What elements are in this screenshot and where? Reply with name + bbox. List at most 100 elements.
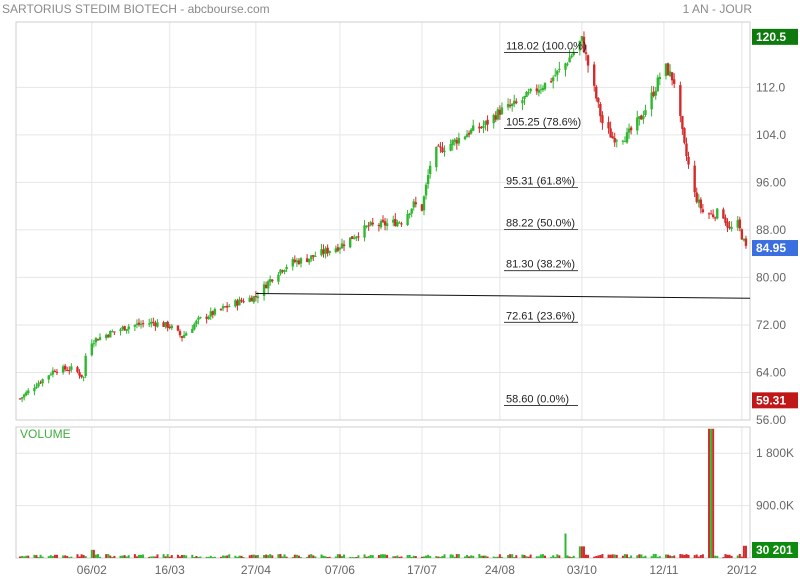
volume-bar	[47, 556, 50, 558]
candle-body	[449, 144, 452, 151]
volume-bar	[107, 554, 110, 558]
candle	[184, 331, 188, 336]
volume-bar	[265, 554, 268, 558]
volume-bar	[630, 555, 633, 558]
candle-body	[381, 219, 385, 222]
candle-body	[428, 165, 432, 174]
candle	[266, 279, 270, 294]
volume-bar	[556, 554, 559, 558]
candle	[455, 137, 459, 150]
candle-body	[61, 366, 65, 373]
candle-body	[426, 175, 430, 185]
volume-bar	[123, 555, 126, 558]
candle	[564, 62, 567, 77]
candle-body	[221, 306, 225, 309]
volume-bar	[593, 556, 596, 558]
x-tick-label: 06/02	[77, 563, 107, 577]
volume-bar	[49, 555, 52, 558]
volume-bar	[367, 556, 370, 558]
candle	[37, 380, 40, 388]
candle-body	[623, 141, 627, 143]
candle-body	[640, 115, 643, 120]
candle-body	[513, 100, 516, 105]
volume-bar	[119, 555, 122, 558]
candle	[730, 221, 733, 232]
fib-label: 88.22 (50.0%)	[506, 218, 575, 230]
candle	[664, 63, 668, 80]
candle-body	[180, 336, 184, 338]
candle	[478, 122, 481, 133]
candle-body	[297, 260, 301, 264]
volume-bar	[271, 555, 274, 558]
candle	[672, 73, 676, 89]
candle	[283, 269, 286, 275]
volume-bar	[256, 554, 259, 558]
candle	[182, 330, 186, 339]
candle	[211, 310, 215, 319]
volume-bar	[435, 556, 438, 558]
volume-bar	[507, 555, 510, 558]
candle	[363, 220, 366, 242]
volume-bar	[724, 554, 727, 558]
low-price-badge-bg	[752, 392, 798, 409]
candle-body	[104, 334, 108, 339]
candle-body	[76, 367, 79, 372]
volume-panel-frame	[15, 426, 751, 559]
candle-body	[340, 243, 344, 249]
candle	[269, 275, 272, 286]
candle	[312, 255, 315, 262]
candle	[570, 53, 573, 59]
candle-body	[271, 279, 274, 282]
candle	[383, 217, 387, 231]
volume-bar	[744, 545, 747, 558]
candle-body	[439, 146, 442, 148]
candle	[47, 375, 50, 384]
last-price-badge: 84.95	[752, 240, 798, 257]
candle-body	[80, 374, 83, 377]
volume-bar	[84, 556, 87, 558]
candle	[98, 333, 102, 341]
volume-bar	[299, 557, 302, 559]
candle-body	[139, 324, 143, 326]
candle	[599, 102, 602, 123]
volume-bar	[484, 555, 487, 558]
candle-body	[109, 331, 112, 338]
volume-bar	[62, 555, 65, 558]
candle-body	[597, 98, 600, 103]
chart-frames	[15, 21, 751, 559]
candle	[420, 203, 424, 212]
candle-body	[744, 238, 748, 246]
candle	[711, 209, 715, 219]
candle	[412, 198, 415, 211]
candle	[521, 96, 524, 111]
period-label[interactable]: 1 AN - JOUR	[682, 2, 752, 16]
volume-bar	[539, 554, 542, 558]
volume-bar	[306, 556, 309, 558]
volume-bar	[322, 555, 325, 558]
candle-body	[494, 115, 497, 120]
candle	[96, 338, 100, 341]
candle	[221, 303, 225, 312]
candle-body	[625, 132, 629, 143]
candle	[469, 127, 473, 135]
volume-bar	[178, 556, 181, 558]
volume-bar	[449, 554, 452, 558]
candle	[20, 396, 24, 403]
x-tick-label: 07/06	[325, 563, 355, 577]
candle-body	[642, 116, 645, 119]
candle	[679, 81, 682, 123]
volume-bar	[254, 555, 257, 558]
candle-body	[219, 308, 223, 310]
candle-body	[195, 320, 198, 325]
candle	[439, 142, 442, 153]
candle	[392, 215, 395, 227]
candle-body	[279, 269, 282, 274]
candle	[457, 132, 461, 146]
volume-bar	[168, 556, 171, 558]
volume-bar	[658, 556, 661, 558]
candle-body	[695, 192, 698, 202]
candle	[658, 72, 662, 86]
candle	[328, 250, 331, 256]
volume-bar	[33, 554, 36, 558]
candle	[353, 234, 356, 240]
